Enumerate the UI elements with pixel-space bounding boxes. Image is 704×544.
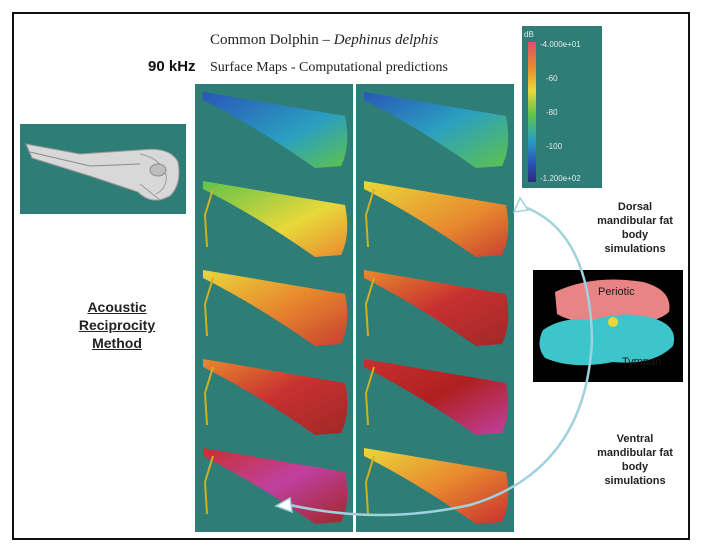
method-label: Acoustic Reciprocity Method [62,298,172,352]
skull-model-image [20,124,186,214]
ventral-label: Ventral mandibular fat body simulations [580,432,690,488]
surface-map-panel [356,353,514,442]
ear-bones-icon [539,279,675,366]
slide-title: Common Dolphin – Dephinus delphis [210,32,438,49]
arrow-head-top-icon [512,196,530,213]
tympan-label: Tympan [622,356,662,368]
ventral-label-line: body [621,461,649,473]
colorbar-legend [522,26,602,188]
surface-map-panel [195,86,353,175]
surface-map-panel [356,175,514,264]
dorsal-label-line: simulations [604,243,666,255]
method-label-line-3: Method [92,335,142,351]
ventral-label-line: simulations [604,475,666,487]
colorbar-label-min: -1.200e+02 [540,174,581,183]
colorbar-label: -60 [546,74,558,83]
arc-arrow-path [289,204,594,517]
method-label-line-1: Acoustic [87,299,147,315]
surface-map-panel [195,353,353,442]
skull-icon [25,143,180,201]
slide-subtitle: Surface Maps - Computational predictions [210,60,448,75]
colorbar-label: -100 [546,142,563,151]
surface-map-panel [356,264,514,353]
title-common-name: Common Dolphin – [210,32,334,48]
surface-map-panel [356,86,514,175]
ventral-label-line: Ventral [616,433,654,445]
title-species: Dephinus delphis [333,32,439,48]
method-label-line-2: Reciprocity [78,317,156,333]
surface-map-column-left [195,84,353,532]
colorbar-unit: dB [524,30,534,39]
ear-bones-image [533,270,683,382]
periotic-label: Periotic [598,286,635,298]
dorsal-label-line: Dorsal [617,201,653,213]
surface-map-panel [195,442,353,531]
arrow-head-left-icon [274,496,293,514]
frequency-label: 90 kHz [148,58,196,75]
ventral-label-line: mandibular fat [597,447,673,459]
colorbar-label-max: -4.000e+01 [540,40,581,49]
colorbar-label: -80 [546,108,558,117]
surface-map-panel [195,264,353,353]
surface-map-panel [195,175,353,264]
dorsal-label-line: mandibular fat [597,215,673,227]
surface-map-column-right [356,84,514,532]
dorsal-label: Dorsal mandibular fat body simulations [580,200,690,256]
dorsal-label-line: body [621,229,649,241]
colorbar-gradient [528,42,536,182]
